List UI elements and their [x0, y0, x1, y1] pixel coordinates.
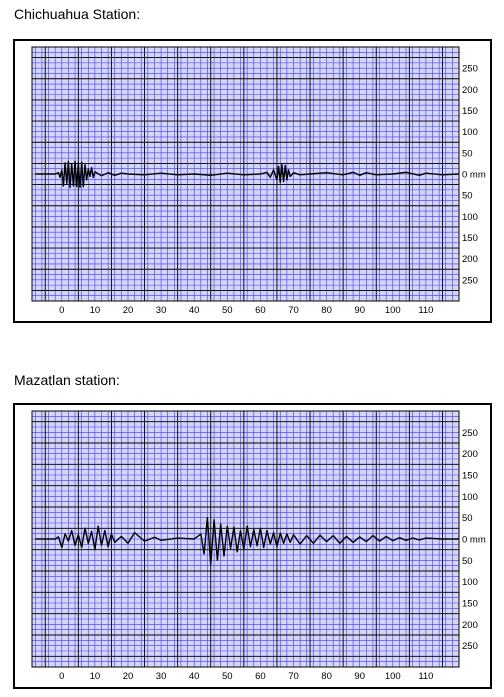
- y-tick-label: 150: [462, 599, 478, 610]
- x-tick-label: 30: [156, 671, 167, 682]
- x-tick-label: 80: [321, 671, 332, 682]
- x-tick-label: 20: [123, 305, 134, 316]
- x-tick-label: 40: [189, 305, 200, 316]
- y-tick-label: 50: [462, 556, 473, 567]
- x-tick-label: 110: [418, 305, 433, 316]
- y-tick-label: 100: [462, 127, 478, 138]
- y-tick-label: 200: [462, 449, 478, 460]
- x-tick-label: 50: [222, 671, 233, 682]
- mazatlan-seismogram: 250 200 150 100 50 50 100 150 200 250 0 mm 0 10 20 30 4…: [13, 403, 492, 689]
- x-tick-label: 70: [288, 671, 299, 682]
- x-tick-label: 20: [123, 671, 134, 682]
- y-tick-label: 100: [462, 492, 478, 503]
- y-tick-label: 50: [462, 148, 473, 159]
- x-tick-label: 0: [59, 671, 64, 682]
- y-tick-label: 250: [462, 641, 478, 652]
- y-tick-label: 50: [462, 513, 473, 524]
- chichuahua-seismogram: 250 200 150 100 50 50 100 150 200 250 0 mm 0 10 20 30 4…: [13, 39, 492, 323]
- x-tick-label: 60: [255, 671, 266, 682]
- seismogram-trace-0: [35, 160, 460, 189]
- y-tick-label: 100: [462, 577, 478, 588]
- x-tick-label: 10: [90, 305, 101, 316]
- mazatlan-station-title: Mazatlan station:: [14, 372, 120, 388]
- y-tick-label: 150: [462, 471, 478, 482]
- chichuahua-station-title: Chichuahua Station:: [14, 6, 141, 22]
- y-tick-label: 200: [462, 85, 478, 96]
- x-tick-label: 90: [354, 671, 365, 682]
- y-tick-label: 100: [462, 212, 478, 223]
- x-tick-label: 70: [288, 305, 299, 316]
- seismogram-trace-0: [35, 516, 459, 566]
- x-tick-label: 30: [156, 305, 167, 316]
- x-tick-label: 40: [189, 671, 200, 682]
- x-tick-label: 100: [385, 305, 401, 316]
- y-tick-label: 250: [462, 275, 478, 286]
- y-tick-label: 250: [462, 64, 478, 75]
- x-tick-label: 100: [385, 671, 401, 682]
- x-tick-label: 50: [222, 305, 233, 316]
- major-grid: [32, 47, 459, 301]
- y-tick-label: 200: [462, 254, 478, 265]
- y-tick-label: 50: [462, 191, 473, 202]
- major-grid: [32, 411, 459, 667]
- x-tick-label: 110: [418, 671, 433, 682]
- y-zero-label: 0 mm: [462, 170, 486, 181]
- y-tick-label: 150: [462, 106, 478, 117]
- y-tick-label: 250: [462, 428, 478, 439]
- x-tick-label: 90: [354, 305, 365, 316]
- x-tick-label: 60: [255, 305, 266, 316]
- x-tick-label: 10: [90, 671, 101, 682]
- x-tick-label: 0: [59, 305, 64, 316]
- y-zero-label: 0 mm: [462, 535, 486, 546]
- x-tick-label: 80: [321, 305, 332, 316]
- y-tick-label: 200: [462, 620, 478, 631]
- y-tick-label: 150: [462, 233, 478, 244]
